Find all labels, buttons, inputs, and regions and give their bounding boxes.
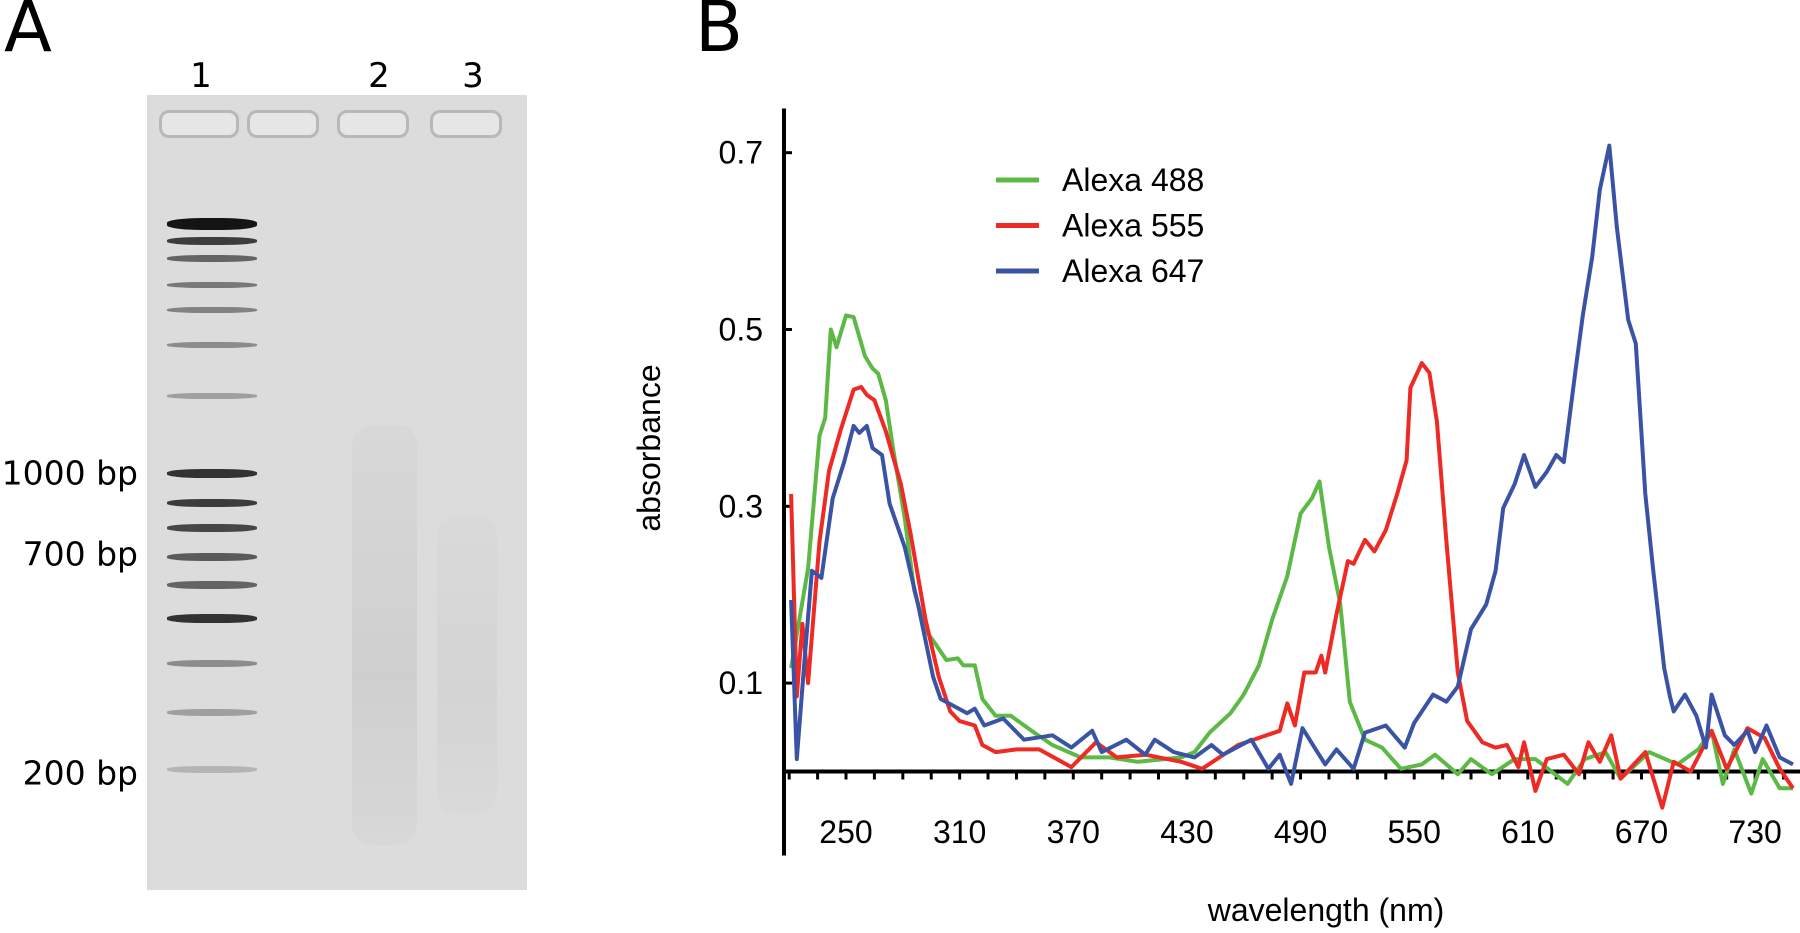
x-tick-label: 370 [1047,814,1100,850]
panel-b-letter: B [695,0,744,68]
lane-3-smear [437,515,497,815]
lane-label-1: 1 [190,56,212,96]
x-tick-label: 250 [819,814,872,850]
agarose-gel-image [147,95,527,890]
ladder-band [167,282,257,288]
ladder-band [167,765,257,773]
x-tick-label: 730 [1728,814,1781,850]
ladder-band [167,307,257,313]
gel-well [247,110,319,138]
y-axis-label: absorbance [631,364,667,531]
series-line-alexa-647 [789,143,1794,786]
x-tick-label: 670 [1615,814,1668,850]
y-tick-label: 0.7 [719,135,763,171]
ladder-band [167,659,257,667]
marker-label-200bp: 200 bp [22,753,138,793]
legend-label: Alexa 488 [1062,162,1204,198]
ladder-band [167,218,257,230]
ladder-band [167,613,257,623]
ladder-band [167,524,257,532]
y-tick-label: 0.1 [719,665,763,701]
series-line-alexa-555 [789,361,1795,810]
gel-well [337,110,409,138]
ladder-band [167,254,257,262]
x-axis-label: wavelength (nm) [1207,892,1445,928]
marker-label-700bp: 700 bp [22,534,138,574]
x-tick-label: 490 [1274,814,1327,850]
y-tick-label: 0.3 [719,488,763,524]
lane-2-smear [352,425,417,845]
ladder-band [167,499,257,507]
x-tick-label: 610 [1501,814,1554,850]
x-tick-label: 550 [1388,814,1441,850]
ladder-band [167,468,257,478]
ladder-band [167,393,257,399]
ladder-band [167,553,257,561]
x-tick-label: 430 [1160,814,1213,850]
lane-label-3: 3 [462,56,484,96]
gel-well [430,110,502,138]
ladder-band [167,237,257,245]
ladder-band [167,342,257,348]
ladder-band [167,581,257,589]
legend-label: Alexa 555 [1062,208,1204,244]
x-tick-label: 310 [933,814,986,850]
gel-well [159,110,239,138]
ladder-band [167,708,257,716]
lane-label-2: 2 [368,56,390,96]
panel-a-letter: A [4,0,52,68]
legend-label: Alexa 647 [1062,253,1204,289]
y-tick-label: 0.5 [719,312,763,348]
marker-label-1000bp: 1000 bp [1,453,138,493]
